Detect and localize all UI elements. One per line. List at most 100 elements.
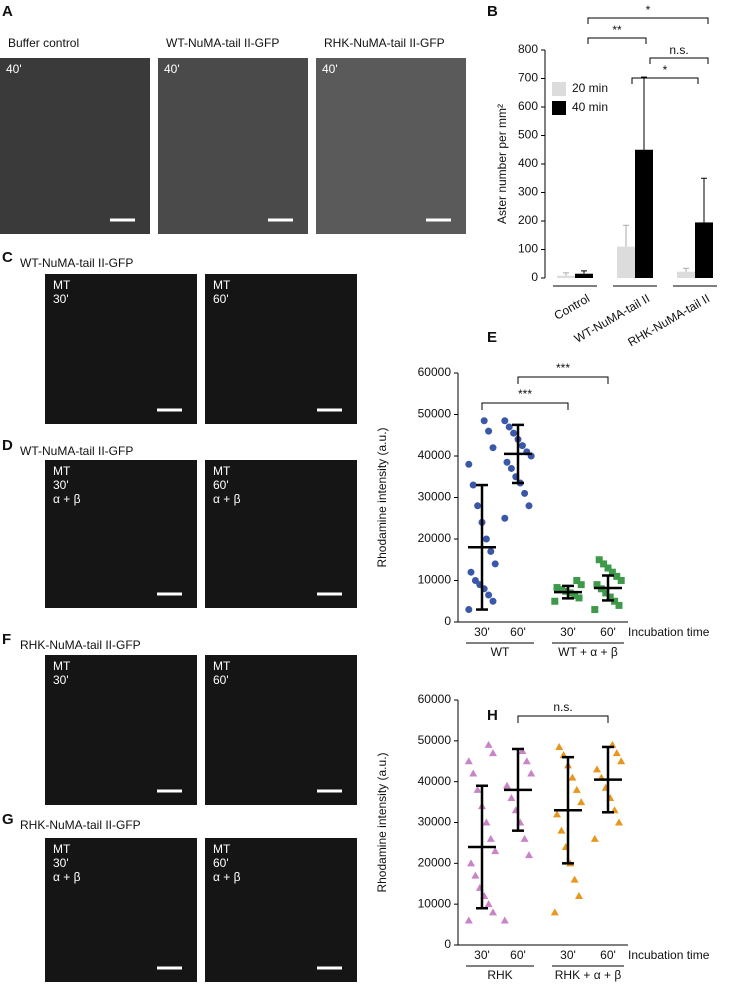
image-overlay: 60' <box>213 292 229 306</box>
data-point <box>527 769 536 777</box>
micrograph <box>45 460 197 608</box>
data-point <box>573 577 581 584</box>
image-overlay: 60' <box>213 856 229 870</box>
group-label: WT <box>491 645 510 659</box>
significance-label: n.s. <box>669 43 688 57</box>
data-point <box>608 568 616 576</box>
data-point <box>577 581 585 589</box>
data-point <box>522 757 531 765</box>
y-tick-label: 400 <box>518 156 538 170</box>
data-point <box>489 597 497 605</box>
y-tick-label: 20000 <box>418 531 452 545</box>
panel-letter: E <box>487 329 497 346</box>
y-tick-label: 0 <box>444 614 451 628</box>
data-point <box>613 572 621 580</box>
y-axis-label: Aster number per mm² <box>495 104 509 224</box>
panel-letter: G <box>2 811 14 828</box>
x-tick-label: 30' <box>474 948 490 962</box>
data-point <box>602 589 610 597</box>
legend-label: 40 min <box>572 100 608 114</box>
y-tick-label: 700 <box>518 71 538 85</box>
panel-letter: D <box>2 437 13 454</box>
legend-swatch <box>552 82 566 96</box>
data-point <box>604 564 612 572</box>
panel-letter: C <box>2 249 13 266</box>
bar <box>575 273 593 278</box>
data-point <box>615 818 623 826</box>
image-overlay: 60' <box>213 673 229 687</box>
data-point <box>591 606 599 614</box>
data-point <box>612 749 621 757</box>
micrograph <box>158 58 308 234</box>
y-tick-label: 500 <box>518 128 538 142</box>
data-point <box>471 871 480 879</box>
image-overlay: 30' <box>53 292 69 306</box>
data-point <box>464 916 473 924</box>
y-tick-label: 0 <box>444 937 451 951</box>
data-point <box>575 892 583 899</box>
y-tick-label: 600 <box>518 99 538 113</box>
significance-label: *** <box>556 361 570 375</box>
significance-label: * <box>646 3 651 17</box>
image-overlay: MT <box>213 464 231 478</box>
y-tick-label: 50000 <box>418 407 452 421</box>
panel-letter: B <box>487 3 498 20</box>
y-tick-label: 40000 <box>418 448 452 462</box>
image-overlay: 60' <box>213 478 229 492</box>
data-point <box>484 740 493 748</box>
data-point <box>593 581 601 589</box>
significance-bracket <box>631 77 699 84</box>
micrograph <box>316 58 466 234</box>
data-point <box>501 417 509 425</box>
significance-bracket <box>517 376 609 384</box>
image-title: WT-NuMA-tail II-GFP <box>166 36 279 50</box>
bar <box>617 246 635 278</box>
y-tick-label: 50000 <box>418 733 452 747</box>
data-point <box>557 826 566 834</box>
data-point <box>489 444 497 452</box>
data-point <box>575 594 583 602</box>
significance-bracket <box>649 57 709 64</box>
x-tick-label: 60' <box>600 625 616 639</box>
data-point <box>525 851 533 859</box>
micrograph <box>45 655 197 805</box>
data-point <box>617 577 625 584</box>
x-tick-label: 60' <box>510 625 526 639</box>
y-tick-label: 100 <box>518 242 538 256</box>
data-point <box>507 464 515 472</box>
data-point <box>503 781 511 789</box>
data-point <box>615 601 623 609</box>
data-point <box>550 908 559 916</box>
data-point <box>486 834 495 842</box>
group-label: WT + α + β <box>558 645 618 659</box>
y-tick-label: 0 <box>531 270 538 284</box>
legend-swatch <box>552 101 566 115</box>
panel-title: RHK-NuMA-tail II-GFP <box>20 638 141 652</box>
data-point <box>467 859 475 867</box>
y-tick-label: 20000 <box>418 856 452 870</box>
bar <box>695 222 713 278</box>
micrograph <box>0 58 150 234</box>
image-overlay: MT <box>53 278 71 292</box>
significance-bracket <box>587 37 647 44</box>
micrograph <box>205 274 357 424</box>
micrograph <box>45 838 197 982</box>
data-point <box>485 427 493 435</box>
significance-bracket <box>587 17 709 24</box>
data-point <box>489 908 497 916</box>
data-point <box>500 916 509 924</box>
data-point <box>520 834 529 842</box>
data-point <box>553 810 561 818</box>
panel-title: WT-NuMA-tail II-GFP <box>20 444 133 458</box>
micrograph <box>45 274 197 424</box>
data-point <box>474 502 482 510</box>
image-overlay: 40' <box>164 62 180 76</box>
data-point <box>469 769 478 777</box>
data-point <box>595 556 603 564</box>
bar <box>677 271 695 278</box>
data-point <box>505 423 513 431</box>
data-point <box>551 597 559 605</box>
image-overlay: α + β <box>53 492 81 506</box>
significance-bracket <box>517 715 609 723</box>
image-overlay: MT <box>53 842 71 856</box>
